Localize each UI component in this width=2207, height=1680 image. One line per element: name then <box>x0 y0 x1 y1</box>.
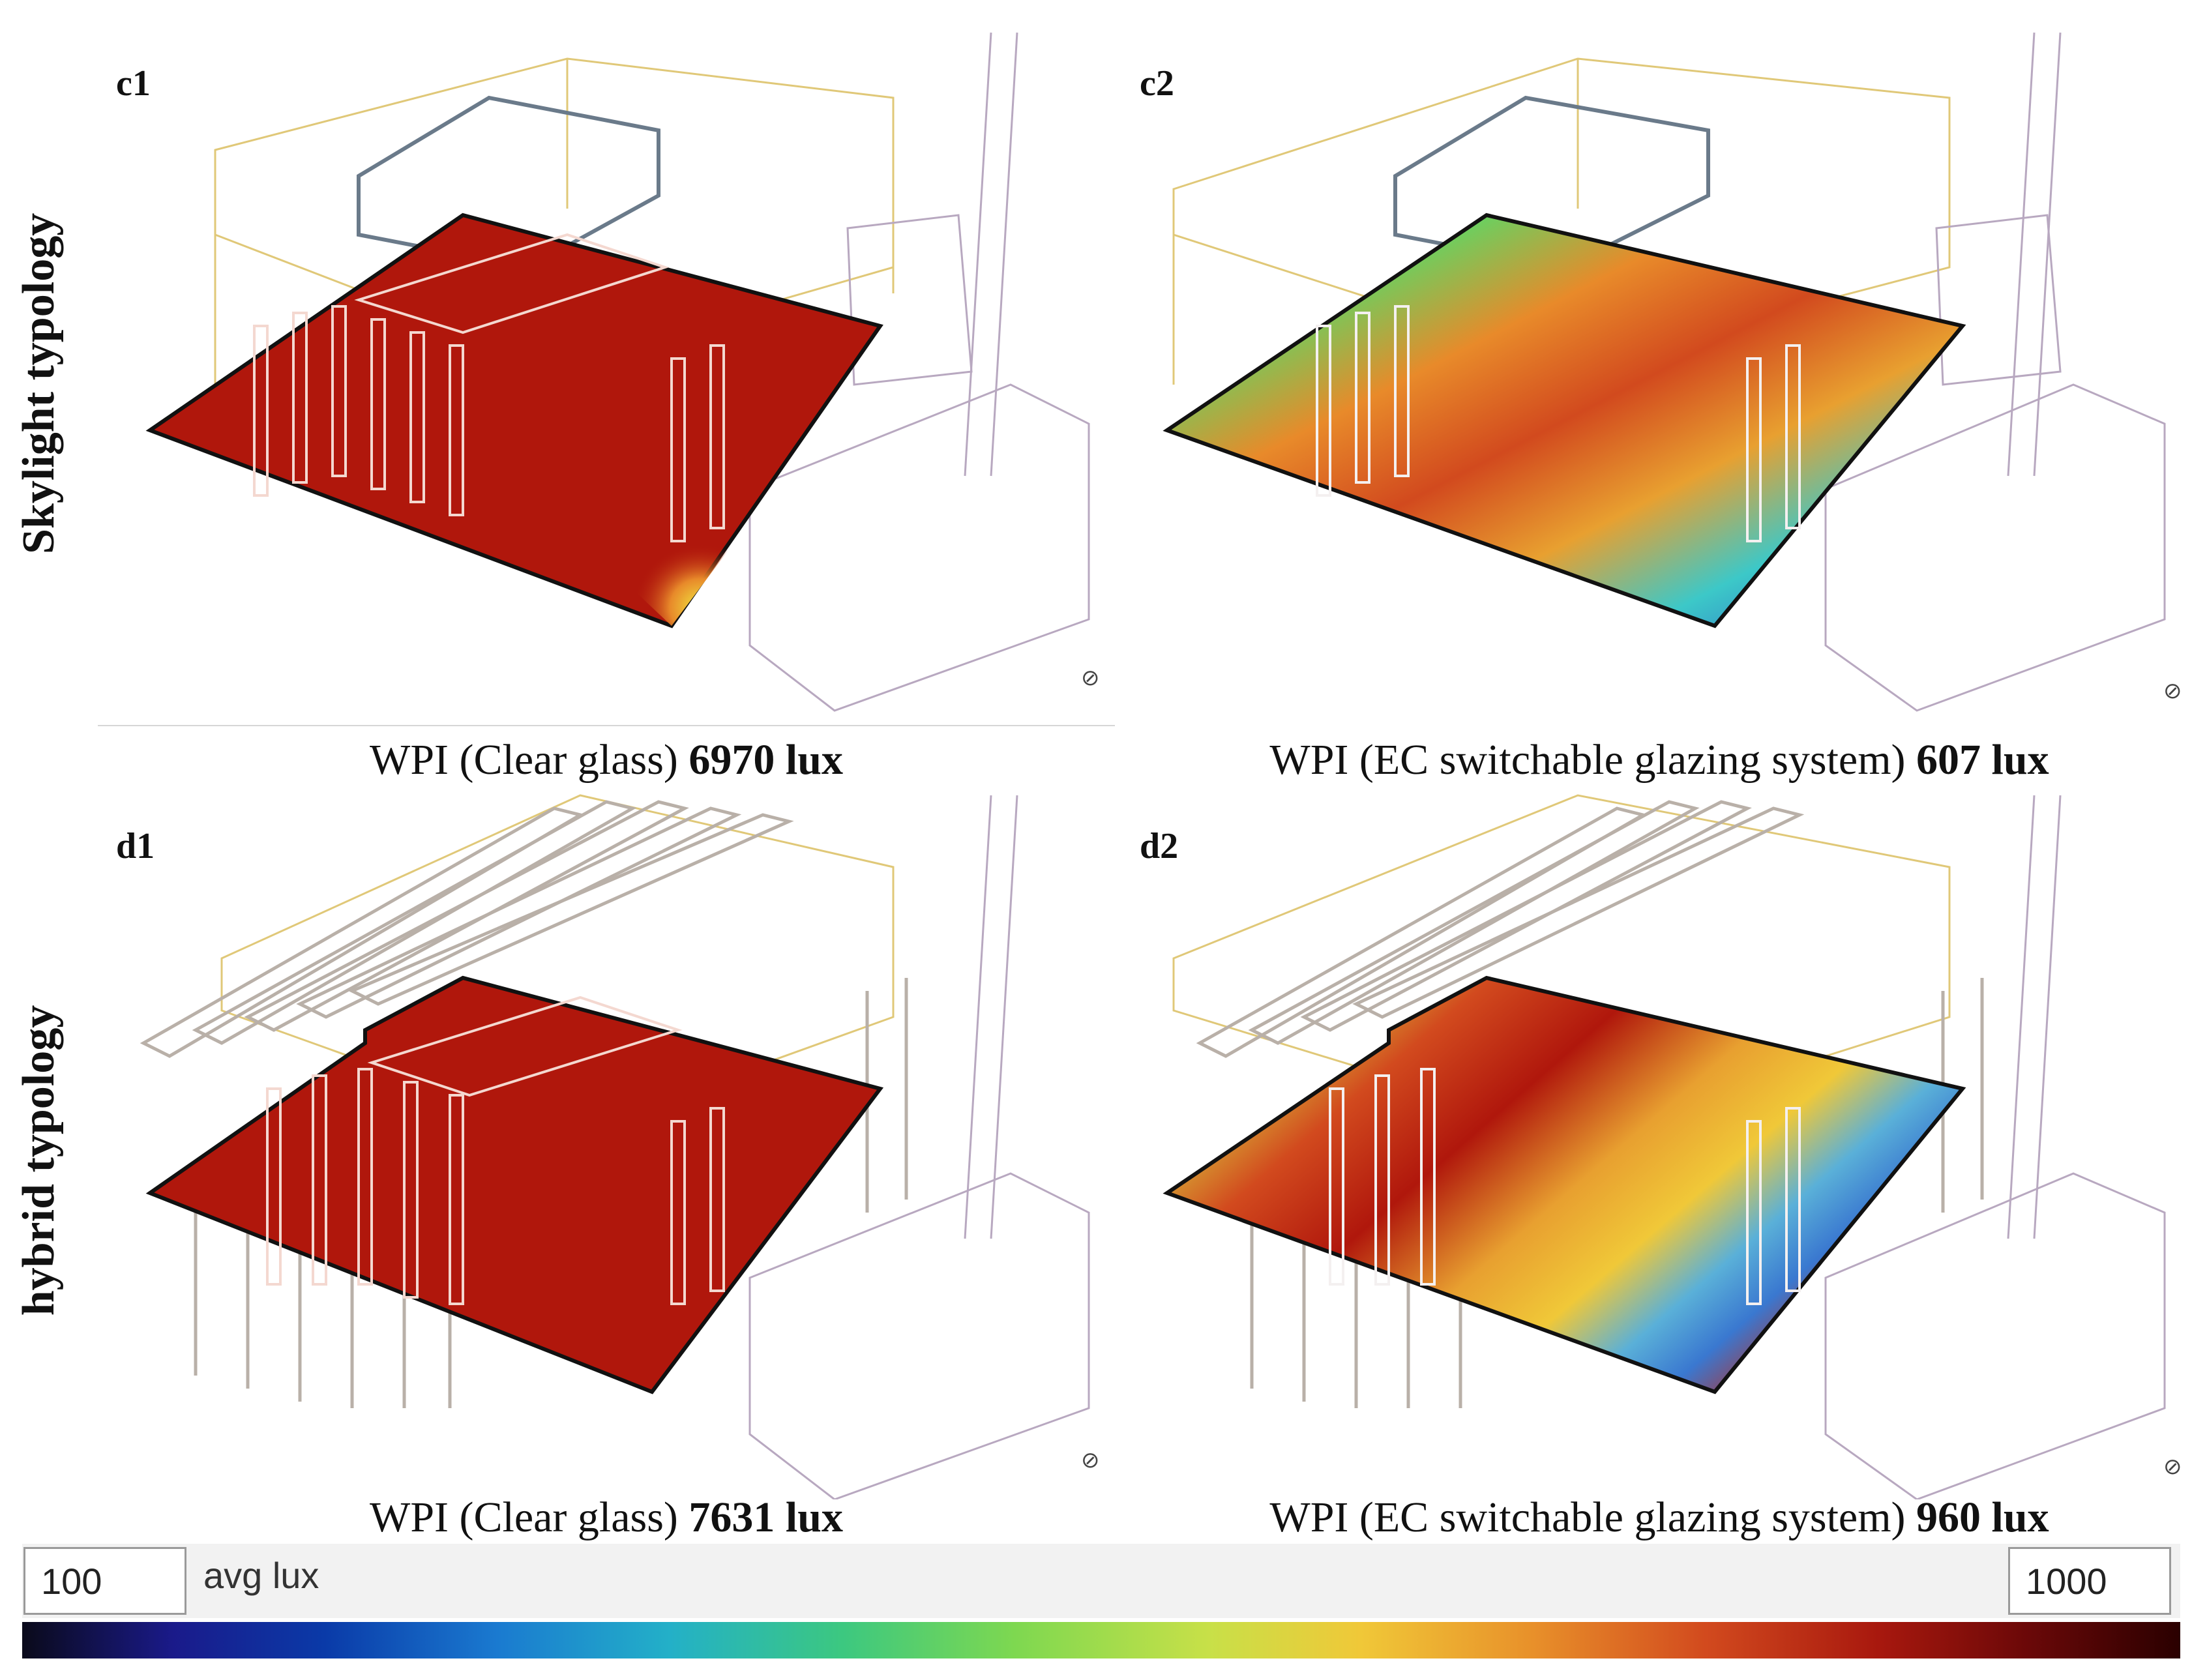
c1-floor <box>145 213 883 628</box>
color-gradient <box>22 1622 2180 1658</box>
row-divider <box>98 725 1115 726</box>
scale-max-input[interactable]: 1000 <box>2008 1547 2171 1615</box>
caption-d2: WPI (EC switchable glazing system) 960 l… <box>1269 1494 2049 1541</box>
panel-label-c1: c1 <box>116 63 151 104</box>
d2-model <box>1163 794 2166 1499</box>
d1-floor <box>145 975 884 1394</box>
panel-label-c2: c2 <box>1140 63 1174 104</box>
scale-bar <box>22 1544 2180 1618</box>
c2-model <box>1163 32 2166 712</box>
d1-model <box>140 794 1090 1499</box>
c2-floor <box>1163 213 1966 628</box>
panel-c2: c2 ⊘ <box>1121 20 2197 724</box>
compass-icon: ⊘ <box>2163 678 2182 704</box>
panel-d2: d2 ⊘ <box>1121 782 2197 1499</box>
scale-min-input[interactable]: 100 <box>23 1547 186 1615</box>
panel-label-d1: d1 <box>116 826 155 866</box>
scale-label: avg lux <box>203 1555 319 1596</box>
compass-icon: ⊘ <box>2163 1454 2182 1480</box>
d2-floor <box>1163 975 1966 1394</box>
panel-d1: d1 ⊘ <box>98 782 1115 1499</box>
c1-model <box>145 32 1090 712</box>
panel-label-d2: d2 <box>1140 826 1179 866</box>
caption-c2: WPI (EC switchable glazing system) 607 l… <box>1269 736 2049 784</box>
caption-c1: WPI (Clear glass) 6970 lux <box>370 736 843 784</box>
caption-d1: WPI (Clear glass) 7631 lux <box>370 1494 843 1541</box>
compass-icon: ⊘ <box>1081 1447 1100 1473</box>
panel-c1: c1 ⊘ <box>98 20 1115 724</box>
compass-icon: ⊘ <box>1081 665 1100 691</box>
row-label-hybrid: hybrid typology <box>14 1005 64 1316</box>
row-label-skylight: Skylight typology <box>14 213 64 554</box>
